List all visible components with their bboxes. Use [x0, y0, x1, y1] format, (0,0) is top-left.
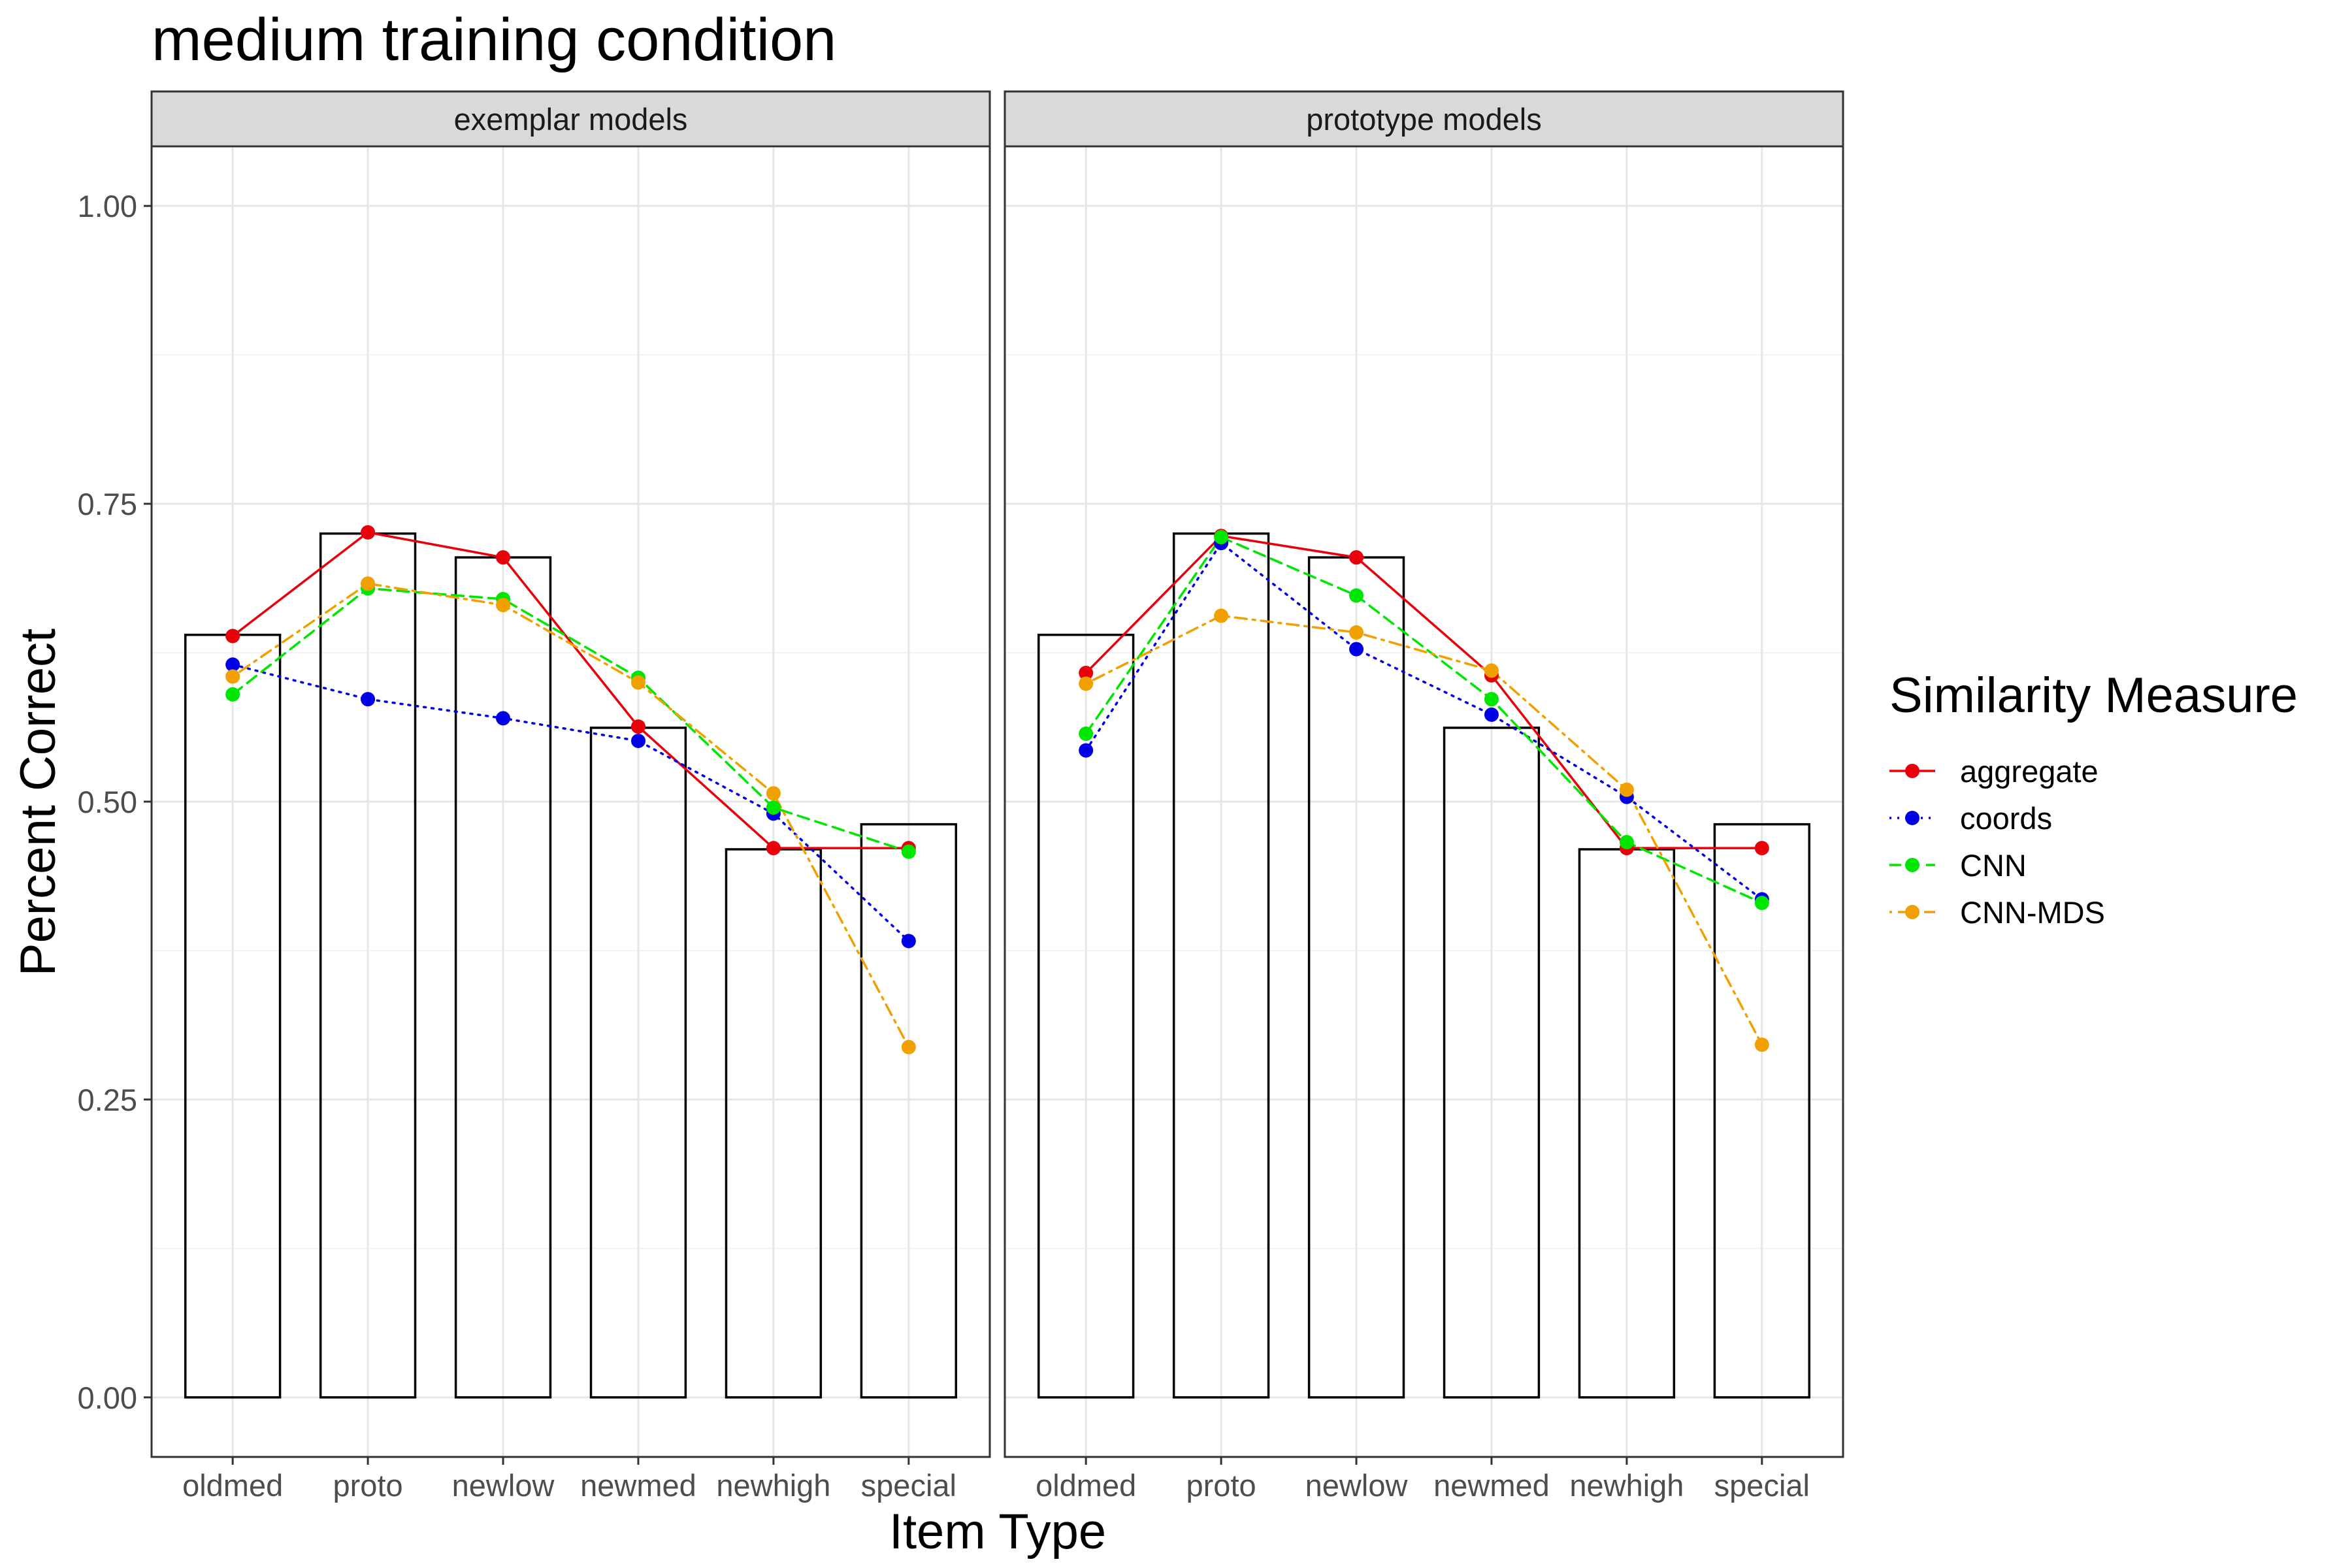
point-CNN-MDS-newhigh — [1619, 782, 1634, 797]
series-line-aggregate — [1085, 534, 1763, 849]
point-CNN-newhigh — [1619, 835, 1634, 850]
bar-newmed — [1443, 727, 1541, 1399]
x-tick-label-newlow: newlow — [452, 1468, 555, 1503]
point-coords-proto — [361, 692, 376, 707]
legend-label-aggregate: aggregate — [1960, 754, 2099, 789]
series-line-aggregate — [231, 531, 910, 849]
bar-special — [1713, 823, 1811, 1399]
point-CNN-MDS-oldmed — [1079, 676, 1094, 691]
series-line-CNN-MDS — [231, 582, 910, 1049]
point-CNN-MDS-special — [1754, 1037, 1769, 1053]
point-CNN-MDS-proto — [361, 576, 376, 591]
x-tick-label-proto: proto — [333, 1468, 403, 1503]
x-tick-label-newlow: newlow — [1305, 1468, 1409, 1503]
y-tick-label: 0.75 — [78, 487, 137, 521]
point-CNN-MDS-newlow — [496, 598, 511, 613]
point-CNN-MDS-newlow — [1349, 625, 1364, 640]
series-line-CNN — [231, 587, 910, 853]
legend-key-point-aggregate — [1905, 764, 1919, 778]
point-CNN-special — [901, 844, 916, 859]
facet-panels: exemplar models oldmed proto newlow newmed ne… — [78, 90, 1844, 1503]
x-tick-label-newmed: newmed — [1433, 1468, 1550, 1503]
bar-oldmed — [1037, 633, 1135, 1399]
point-coords-oldmed — [1079, 743, 1094, 758]
point-CNN-MDS-newmed — [1484, 663, 1499, 678]
x-tick-label-newhigh: newhigh — [1569, 1468, 1684, 1503]
point-CNN-MDS-newmed — [630, 675, 645, 690]
y-tick-label: 0.25 — [78, 1083, 137, 1117]
legend-label-CNN-MDS: CNN-MDS — [1960, 895, 2105, 930]
point-coords-special — [901, 934, 916, 949]
chart-title: medium training condition — [152, 7, 836, 73]
panel-1: prototype models oldmed proto newlow newmed n… — [1004, 90, 1844, 1503]
point-aggregate-oldmed — [1079, 666, 1094, 681]
x-tick-label-proto: proto — [1186, 1468, 1256, 1503]
legend: Similarity Measure aggregate coords CNN CNN… — [1889, 668, 2298, 930]
bar-special — [860, 823, 958, 1399]
point-aggregate-newhigh — [766, 841, 781, 856]
point-aggregate-newlow — [1349, 550, 1364, 565]
point-coords-newlow — [1349, 642, 1364, 657]
legend-key-point-CNN-MDS — [1905, 905, 1919, 919]
point-CNN-MDS-oldmed — [225, 669, 240, 684]
legend-key-point-coords — [1905, 811, 1919, 825]
point-coords-newmed — [1484, 707, 1499, 722]
x-axis-title: Item Type — [889, 1504, 1106, 1560]
strip-background — [1004, 90, 1844, 148]
strip-label: prototype models — [1306, 102, 1542, 137]
point-CNN-oldmed — [1079, 727, 1094, 742]
point-CNN-MDS-special — [901, 1039, 916, 1054]
series-line-coords — [1085, 541, 1763, 901]
point-coords-newmed — [630, 733, 645, 748]
legend-entries: aggregate coords CNN CNN-MDS — [1889, 754, 2105, 930]
y-tick-label: 0.00 — [78, 1380, 137, 1415]
point-coords-newlow — [496, 711, 511, 726]
y-axis: 0.00 0.25 0.50 0.75 1.00 — [78, 189, 152, 1415]
x-tick-label-special: special — [1714, 1468, 1810, 1503]
point-CNN-proto — [1214, 530, 1229, 545]
point-CNN-special — [1754, 896, 1769, 911]
panel-0: exemplar models oldmed proto newlow newmed ne… — [150, 90, 991, 1503]
legend-key-point-CNN — [1905, 858, 1919, 872]
y-tick-label: 1.00 — [78, 189, 137, 223]
point-aggregate-special — [1754, 841, 1769, 856]
legend-title: Similarity Measure — [1889, 668, 2298, 723]
point-CNN-oldmed — [225, 687, 240, 702]
point-aggregate-newmed — [630, 719, 645, 734]
point-CNN-MDS-proto — [1214, 608, 1229, 623]
point-aggregate-newlow — [496, 550, 511, 565]
point-CNN-newlow — [1349, 588, 1364, 603]
point-CNN-MDS-newhigh — [766, 786, 781, 801]
x-tick-label-newhigh: newhigh — [716, 1468, 830, 1503]
point-aggregate-proto — [361, 525, 376, 540]
point-aggregate-oldmed — [225, 629, 240, 644]
point-CNN-newhigh — [766, 800, 781, 815]
series-line-CNN-MDS — [1085, 614, 1763, 1046]
x-tick-label-special: special — [861, 1468, 956, 1503]
strip-background — [150, 90, 991, 148]
x-tick-label-newmed: newmed — [580, 1468, 696, 1503]
y-axis-title: Percent Correct — [10, 629, 66, 976]
point-CNN-newmed — [1484, 692, 1499, 707]
legend-label-coords: coords — [1960, 801, 2052, 836]
y-tick-label: 0.50 — [78, 785, 137, 819]
strip-label: exemplar models — [454, 102, 688, 137]
x-tick-label-oldmed: oldmed — [182, 1468, 283, 1503]
series-line-CNN — [1085, 535, 1763, 904]
x-tick-label-oldmed: oldmed — [1036, 1468, 1136, 1503]
point-coords-oldmed — [225, 657, 240, 672]
legend-label-CNN: CNN — [1960, 848, 2027, 883]
